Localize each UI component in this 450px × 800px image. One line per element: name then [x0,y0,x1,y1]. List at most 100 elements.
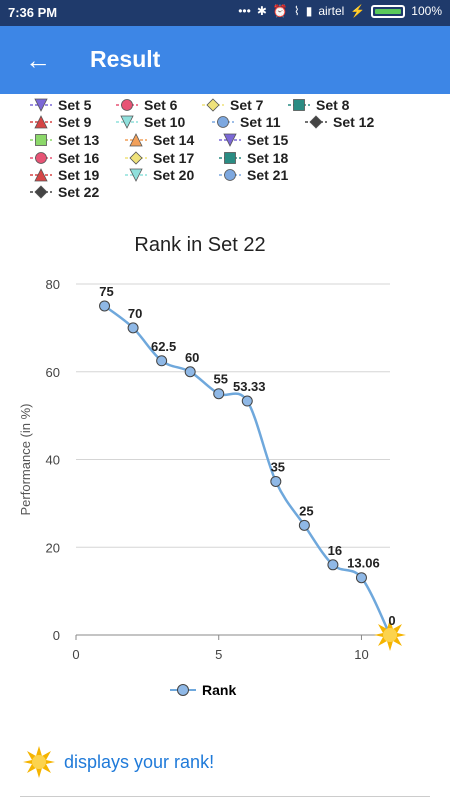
footer-note-text: displays your rank! [64,751,215,772]
legend-item-label: Set 17 [153,150,195,166]
y-tick-label: 0 [53,628,60,643]
chart-legend[interactable]: Rank [170,682,236,698]
circle-marker-icon [212,116,234,128]
rank-data-point [327,559,339,571]
legend-item-label: Set 22 [58,184,100,200]
square-marker-icon [30,134,52,146]
legend-item-label: Set 8 [316,97,350,113]
legend-item-set[interactable]: Set 15 [219,131,288,149]
rank-chart: 0 20 40 60 80 0 5 10 Performance (in %) 75 70 62.5 6… [18,277,406,662]
status-time: 7:36 PM [8,5,58,20]
legend-item-set[interactable]: Set 8 [288,96,349,114]
rank-data-label: 75 [99,284,113,299]
y-tick-label: 60 [46,365,60,380]
legend-item-label: Set 5 [58,97,92,113]
legend-item-set[interactable]: Set 7 [202,96,263,114]
legend-item-set[interactable]: Set 20 [125,166,194,184]
legend-item-set[interactable]: Set 19 [30,166,99,184]
diamond-marker-icon [305,115,327,129]
y-tick-label: 80 [46,277,60,292]
rank-data-label: 62.5 [151,339,176,354]
rank-legend-label: Rank [202,682,237,698]
app-bar: ← Result [0,26,450,94]
legend-item-set[interactable]: Set 9 [30,113,91,131]
divider [20,796,430,797]
legend-item-set[interactable]: Set 22 [30,183,99,201]
circle-marker-icon [116,99,138,111]
triangle-up-marker-icon [30,115,52,129]
legend-item-set[interactable]: Set 6 [116,96,177,114]
legend-item-label: Set 14 [153,132,195,148]
rank-data-label: 0 [388,613,395,628]
rank-data-label: 35 [271,459,285,474]
circle-marker-icon [30,152,52,164]
page-title: Result [90,46,161,72]
rank-legend-marker-icon [170,684,196,696]
x-tick-label: 0 [72,647,79,662]
legend-item-set[interactable]: Set 18 [219,149,288,167]
rank-data-label: 16 [328,543,342,558]
wifi-icon: ⌇ [293,4,300,18]
chart-title: Rank in Set 22 [134,234,266,256]
rank-data-label: 13.06 [347,556,380,571]
rank-data-point [298,519,310,531]
legend-item-set[interactable]: Set 12 [305,113,374,131]
rank-data-point [241,395,253,407]
sun-icon [23,746,55,778]
diamond-marker-icon [202,98,224,112]
legend-item-set[interactable]: Set 16 [30,149,99,167]
triangle-down-marker-icon [30,98,52,112]
legend-item-set[interactable]: Set 10 [116,113,185,131]
legend-item-set[interactable]: Set 21 [219,166,288,184]
rank-data-point [127,322,139,334]
rank-data-point [156,355,168,367]
bluetooth-icon: ✱ [256,4,267,18]
back-arrow-icon: ← [25,45,51,75]
y-tick-label: 40 [46,453,60,468]
legend-item-set[interactable]: Set 17 [125,149,194,167]
rank-data-point [355,572,367,584]
rank-data-point [213,388,225,400]
back-button[interactable]: ← [20,42,56,78]
set-legend: Set 5 Set 6 Set 7 Set 8 Set 9 Set 10 Set 11 Set… [0,96,450,206]
status-bar: 7:36 PM ••• ✱ ⏰ ⌇ ▮ airtel ⚡ 100% [0,0,450,26]
carrier-name: airtel [318,4,345,18]
signal-icon: ▮ [305,4,313,18]
triangle-up-marker-icon [30,168,52,182]
legend-item-label: Set 9 [58,114,92,130]
legend-item-label: Set 16 [58,150,100,166]
rank-data-label: 25 [299,503,313,518]
x-tick-label: 5 [215,647,222,662]
legend-item-set[interactable]: Set 5 [30,96,91,114]
legend-item-label: Set 11 [240,114,281,130]
status-icons: ••• ✱ ⏰ ⌇ ▮ airtel ⚡ 100% [238,4,442,18]
rank-series-line [103,304,392,636]
notification-dots-icon: ••• [238,4,251,18]
footer-note: displays your rank! [22,745,214,779]
rank-data-label: 53.33 [233,379,266,394]
rank-data-point [99,300,111,312]
triangle-up-marker-icon [125,133,147,147]
legend-item-set[interactable]: Set 14 [125,131,194,149]
diamond-marker-icon [125,151,147,165]
rank-highlight-sun-icon[interactable] [374,619,406,651]
rank-data-point [270,475,282,487]
legend-item-label: Set 12 [333,114,375,130]
legend-item-label: Set 18 [247,150,289,166]
triangle-down-marker-icon [125,168,147,182]
square-marker-icon [219,152,241,164]
legend-item-set[interactable]: Set 13 [30,131,99,149]
legend-item-label: Set 6 [144,97,178,113]
battery-percent: 100% [411,4,442,18]
legend-item-label: Set 21 [247,167,289,183]
circle-marker-icon [219,169,241,181]
square-marker-icon [288,99,310,111]
triangle-down-marker-icon [116,115,138,129]
charging-icon: ⚡ [350,4,366,18]
battery-icon [371,4,406,18]
legend-item-label: Set 19 [58,167,100,183]
rank-data-label: 55 [213,372,227,387]
legend-item-set[interactable]: Set 11 [212,113,280,131]
diamond-marker-icon [30,185,52,199]
